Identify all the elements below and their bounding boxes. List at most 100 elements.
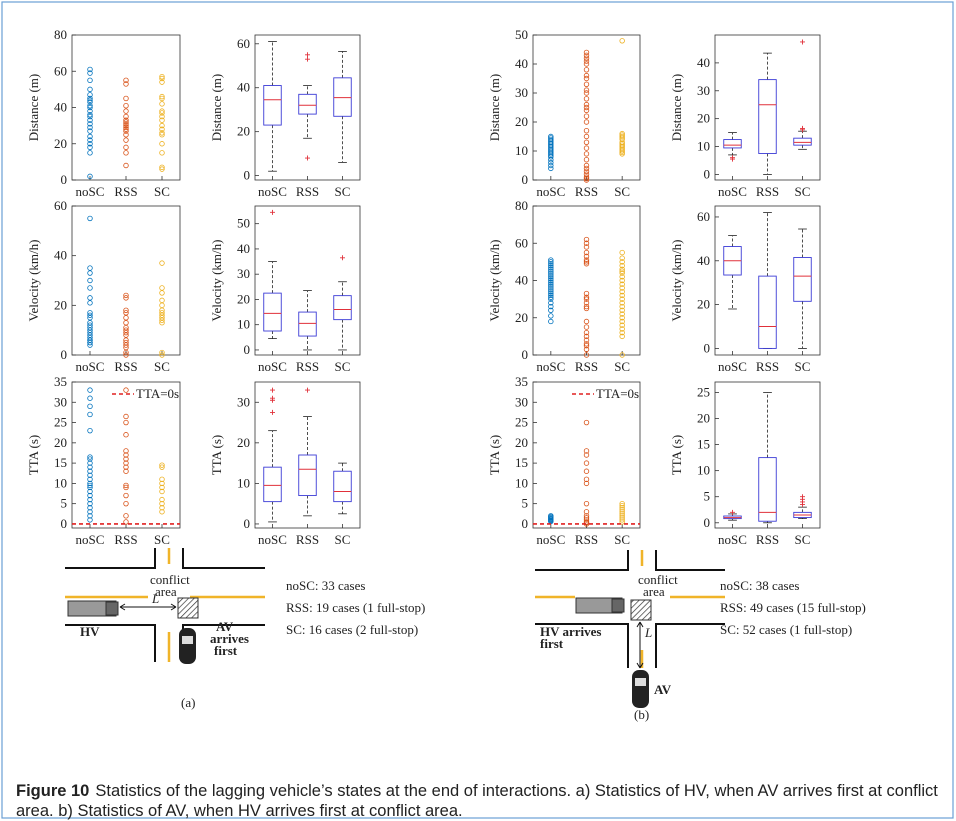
x-tick-label: noSC: [258, 532, 287, 547]
point: [583, 61, 590, 67]
point: [87, 300, 93, 306]
y-tick-label: 10: [697, 139, 710, 154]
subplot: 0 10 20 30 40 50 noSC RSS SC Distance (m): [487, 27, 641, 199]
plot-area: [71, 34, 181, 181]
point: [583, 259, 590, 265]
y-tick-label: 30: [54, 394, 67, 409]
point: [619, 515, 625, 521]
point: [87, 70, 93, 76]
point: [159, 166, 165, 172]
y-tick-label: 40: [515, 273, 528, 288]
point: [619, 326, 625, 332]
point: [583, 104, 590, 111]
y-tick-label: 20: [515, 435, 528, 450]
point: [583, 113, 590, 119]
point: [583, 87, 590, 93]
point: [583, 294, 590, 300]
point: [87, 150, 93, 156]
point: [619, 333, 625, 340]
point: [583, 468, 590, 474]
point: [87, 112, 93, 118]
x-tick-label: SC: [335, 184, 351, 199]
point: [123, 460, 129, 466]
box: [263, 292, 282, 332]
subplot: 0 5 10 15 20 25 noSC RSS SC TTA (s): [669, 381, 821, 547]
point: [548, 287, 554, 293]
hv-vehicle: [67, 600, 119, 617]
point: [619, 517, 625, 523]
legend-label: TTA=0s: [596, 386, 639, 401]
point: [548, 156, 554, 163]
point: [87, 509, 93, 515]
x-tick-label: RSS: [575, 184, 598, 199]
point: [583, 145, 590, 151]
x-tick-label: noSC: [76, 184, 105, 199]
y-tick-label: 40: [697, 253, 710, 268]
point: [87, 454, 93, 460]
y-tick-label: 25: [515, 415, 528, 430]
x-tick-label: SC: [335, 359, 351, 374]
point: [123, 452, 129, 458]
y-tick-label: 0: [244, 342, 251, 357]
y-tick-label: 0: [522, 172, 529, 187]
point: [159, 79, 165, 85]
point: [87, 95, 93, 102]
point: [548, 165, 554, 172]
y-axis-label: Velocity (km/h): [487, 240, 502, 322]
av-vehicle: [179, 628, 196, 664]
point: [159, 464, 165, 470]
box: [723, 139, 742, 149]
x-tick-label: noSC: [536, 184, 565, 199]
point: [123, 119, 129, 125]
y-tick-label: 50: [237, 216, 250, 231]
point: [619, 322, 625, 328]
point: [619, 315, 625, 321]
point: [159, 73, 165, 80]
point: [548, 277, 554, 284]
y-tick-label: 10: [697, 463, 710, 478]
point: [87, 124, 93, 131]
conflict-label: area: [155, 584, 177, 599]
x-tick-label: RSS: [756, 532, 779, 547]
point: [548, 283, 554, 289]
point: [123, 419, 129, 426]
x-tick-label: SC: [335, 532, 351, 547]
point: [583, 261, 590, 267]
subplot: 0 5 10 15 20 25 30 35 noSC RSS SC TTA (s) TTA=0s: [26, 374, 181, 547]
point: [619, 268, 625, 274]
point: [583, 174, 590, 180]
point: [619, 285, 625, 291]
point: [159, 141, 165, 147]
point: [87, 339, 93, 346]
point: [123, 482, 129, 489]
point: [87, 128, 93, 134]
x-tick-label: SC: [154, 532, 170, 547]
point: [87, 427, 93, 434]
point: [583, 72, 590, 79]
point: [548, 294, 554, 300]
point: [123, 117, 129, 123]
outlier: [340, 255, 345, 261]
y-tick-label: 0: [704, 515, 711, 530]
point: [583, 177, 590, 183]
point: [583, 452, 590, 458]
y-axis-label: Distance (m): [669, 74, 684, 142]
point: [123, 81, 129, 87]
point: [159, 509, 165, 515]
point: [87, 505, 93, 511]
point: [123, 432, 129, 438]
point: [583, 333, 590, 340]
subplot: 0 10 20 30 40 50 noSC RSS SC Velocity (km/h): [209, 205, 361, 374]
conflict-area: [177, 597, 199, 619]
outlier: [305, 56, 310, 62]
point: [159, 462, 165, 468]
y-axis-label: TTA (s): [26, 435, 41, 475]
x-tick-label: SC: [614, 184, 630, 199]
x-tick-label: RSS: [114, 184, 137, 199]
point: [583, 305, 590, 312]
conflict-label: conflict: [638, 572, 678, 587]
point: [583, 101, 590, 108]
point: [619, 311, 625, 317]
point: [619, 303, 625, 310]
point: [548, 290, 554, 297]
